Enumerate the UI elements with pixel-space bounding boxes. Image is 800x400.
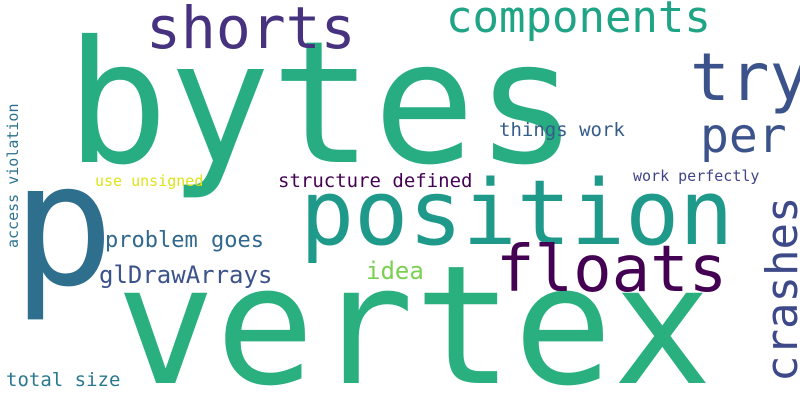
- word-floats: floats: [496, 233, 727, 307]
- word-total-size: total size: [6, 369, 120, 391]
- word-idea: idea: [366, 257, 424, 285]
- word-crashes: crashes: [757, 197, 800, 382]
- word-things-work: things work: [499, 119, 625, 141]
- word-position: position: [300, 161, 733, 266]
- word-shorts: shorts: [146, 0, 356, 62]
- word-gldrawarrays: glDrawArrays: [99, 261, 272, 289]
- word-bytes: bytes: [66, 5, 578, 203]
- word-access-violation: access violation: [4, 104, 22, 249]
- word-structure-defined: structure defined: [278, 170, 472, 192]
- word-use-unsigned: use unsigned: [95, 172, 203, 190]
- word-work-perfectly: work perfectly: [633, 167, 759, 185]
- word-components: components: [446, 0, 711, 43]
- word-vertex: vertex: [116, 230, 712, 400]
- word-p: p: [12, 127, 114, 325]
- word-problem-goes: problem goes: [105, 228, 264, 253]
- word-per: per: [700, 108, 787, 164]
- word-try: try: [690, 39, 800, 116]
